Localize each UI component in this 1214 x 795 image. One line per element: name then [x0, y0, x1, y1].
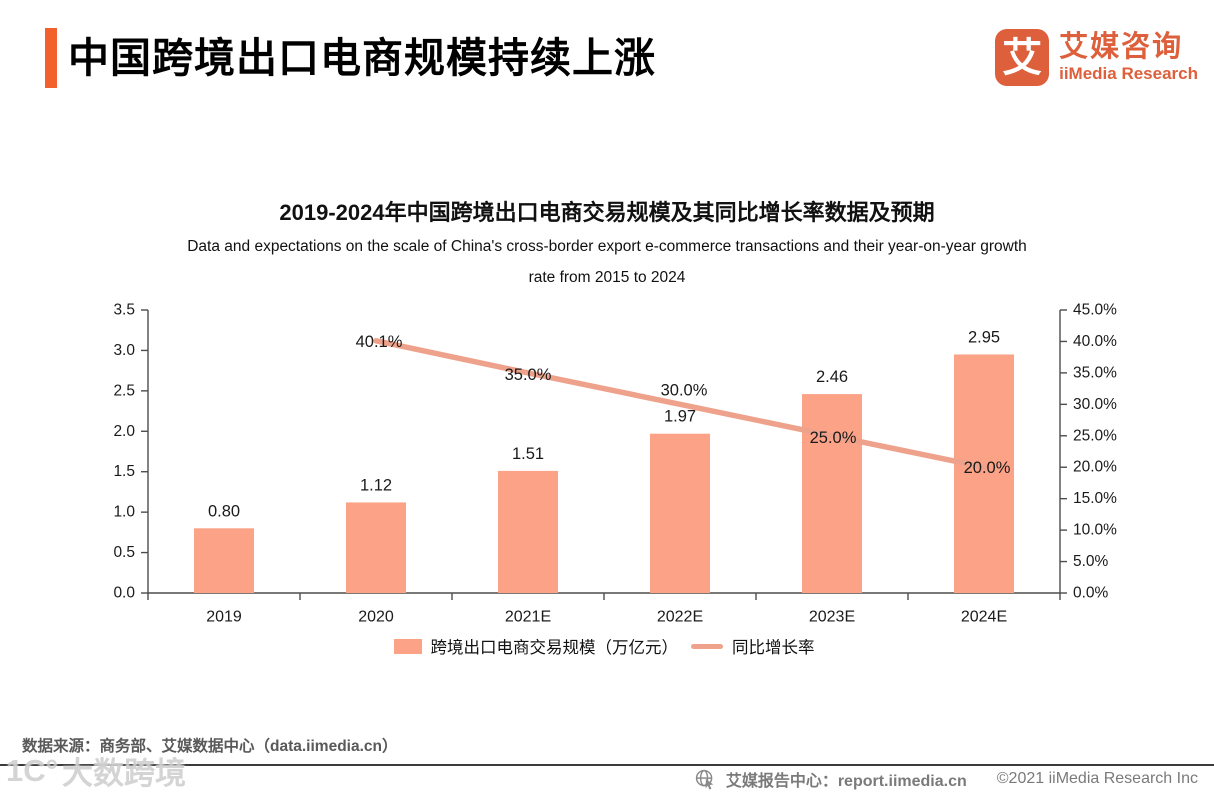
left-tick-label: 1.0	[113, 504, 135, 521]
globe-cursor-icon	[694, 768, 716, 790]
right-tick-label: 30.0%	[1073, 396, 1117, 413]
left-tick-label: 0.5	[113, 544, 135, 561]
left-tick-label: 3.5	[113, 302, 135, 319]
chart-legend: 跨境出口电商交易规模（万亿元） 同比增长率	[148, 634, 1060, 658]
bar	[346, 502, 406, 593]
watermark: 1C° 大数跨境	[6, 748, 186, 793]
legend-item-bar: 跨境出口电商交易规模（万亿元）	[393, 634, 679, 658]
bar	[194, 528, 254, 593]
title-accent-bar	[45, 28, 57, 88]
page-title: 中国跨境出口电商规模持续上涨	[68, 35, 656, 81]
logo-name-en: iiMedia Research	[1059, 63, 1198, 83]
left-tick-label: 2.0	[113, 423, 135, 440]
left-tick-label: 1.5	[113, 463, 135, 480]
x-category-label: 2021E	[505, 609, 551, 626]
line-value-label: 40.1%	[356, 333, 403, 351]
x-category-label: 2023E	[809, 609, 855, 626]
line-value-label: 25.0%	[810, 429, 857, 447]
right-tick-label: 20.0%	[1073, 459, 1117, 476]
data-source-note: 数据来源：商务部、艾媒数据中心（data.iimedia.cn）	[22, 738, 398, 755]
iimedia-logo-icon: 艾	[995, 29, 1050, 86]
right-tick-label: 40.0%	[1073, 333, 1117, 350]
right-tick-label: 15.0%	[1073, 490, 1117, 507]
chart-subtitle: Data and expectations on the scale of Ch…	[187, 238, 1027, 286]
copyright-text: ©2021 iiMedia Research Inc	[996, 770, 1198, 787]
x-category-label: 2020	[358, 609, 394, 626]
bar	[802, 394, 862, 593]
left-tick-label: 0.0	[113, 585, 135, 602]
bar-value-label: 2.95	[968, 328, 1000, 346]
bar-series-swatch-icon	[393, 638, 422, 654]
report-center-text: 艾媒报告中心：report.iimedia.cn	[725, 773, 967, 790]
right-tick-label: 45.0%	[1073, 302, 1117, 319]
logo-name-cn: 艾媒咨询	[1059, 31, 1184, 64]
right-tick-label: 25.0%	[1073, 427, 1117, 444]
watermark-logo-icon: 1C°	[6, 752, 59, 788]
growth-line	[373, 338, 987, 470]
line-value-label: 35.0%	[505, 366, 552, 384]
iimedia-logo: 艾 艾媒咨询 iiMedia Research	[995, 29, 1198, 86]
bar	[650, 433, 710, 593]
bar-value-label: 2.46	[816, 368, 848, 386]
line-value-label: 30.0%	[661, 381, 708, 399]
right-tick-label: 5.0%	[1073, 553, 1109, 570]
line-value-label: 20.0%	[964, 459, 1011, 477]
chart-title: 2019-2024年中国跨境出口电商交易规模及其同比增长率数据及预期	[279, 200, 935, 225]
left-tick-label: 2.5	[113, 382, 135, 399]
x-category-label: 2022E	[657, 609, 703, 626]
bar	[954, 354, 1014, 593]
right-tick-label: 0.0%	[1073, 585, 1109, 602]
x-category-label: 2019	[206, 609, 242, 626]
left-tick-label: 3.0	[113, 342, 135, 359]
legend-line-label: 同比增长率	[732, 639, 815, 657]
bar-value-label: 1.12	[360, 476, 392, 494]
bar	[498, 470, 558, 593]
right-tick-label: 10.0%	[1073, 522, 1117, 539]
right-tick-label: 35.0%	[1073, 364, 1117, 381]
watermark-text: 大数跨境	[62, 756, 187, 791]
bar-value-label: 1.97	[664, 408, 696, 426]
legend-bar-label: 跨境出口电商交易规模（万亿元）	[430, 639, 679, 657]
bar-value-label: 1.51	[512, 445, 544, 463]
bottom-bar: 艾媒报告中心：report.iimedia.cn ©2021 iiMedia R…	[694, 767, 1198, 791]
bar-value-label: 0.80	[208, 502, 240, 520]
line-series-swatch-icon	[691, 643, 723, 649]
legend-item-line: 同比增长率	[691, 634, 815, 658]
footer-divider	[0, 764, 1214, 766]
x-category-label: 2024E	[961, 609, 1007, 626]
